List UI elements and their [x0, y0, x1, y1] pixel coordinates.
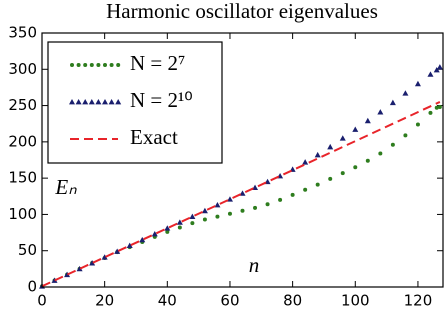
data-point — [88, 99, 95, 105]
data-point — [165, 229, 170, 234]
data-point — [415, 122, 420, 127]
x-tick-label: 100 — [341, 292, 370, 310]
y-tick-label: 350 — [8, 24, 37, 42]
data-point — [126, 242, 133, 249]
data-point — [164, 225, 171, 231]
data-point — [414, 80, 421, 87]
data-point — [202, 217, 207, 222]
series-line — [41, 101, 441, 288]
data-point — [314, 151, 321, 158]
data-point — [437, 105, 442, 110]
data-point — [328, 176, 333, 181]
data-point — [436, 64, 443, 70]
plot-frame — [41, 32, 444, 288]
data-point — [214, 201, 221, 208]
data-point — [201, 207, 208, 214]
y-tick-label: 50 — [18, 241, 37, 259]
data-point — [434, 105, 439, 110]
data-point — [327, 143, 334, 150]
data-point — [278, 197, 283, 202]
data-point — [189, 213, 196, 220]
x-tick-label: 60 — [220, 292, 239, 310]
data-point — [253, 205, 258, 210]
data-point — [76, 63, 81, 67]
x-tick-label: 20 — [95, 292, 114, 310]
data-point — [433, 67, 440, 73]
data-point — [139, 236, 146, 243]
data-point — [352, 126, 359, 132]
x-tick-label: 0 — [37, 292, 47, 310]
data-point — [239, 190, 246, 196]
data-point — [115, 99, 122, 105]
y-tick-label: 150 — [8, 169, 37, 187]
data-point — [114, 248, 121, 254]
data-point — [290, 192, 295, 197]
y-axis-label: Eₙ — [54, 175, 77, 199]
data-point — [177, 225, 182, 230]
y-tick-label: 300 — [8, 60, 37, 78]
data-point — [116, 63, 121, 67]
data-point — [226, 196, 233, 202]
chart-title: Harmonic oscillator eigenvalues — [106, 0, 378, 23]
data-point — [240, 208, 245, 213]
legend-label: Exact — [130, 125, 178, 149]
data-point — [76, 265, 83, 272]
data-point — [339, 135, 346, 141]
data-point — [378, 151, 383, 156]
data-point — [315, 182, 320, 187]
data-point — [365, 158, 370, 163]
data-point — [108, 99, 115, 105]
data-point — [377, 109, 384, 115]
x-axis-label: n — [249, 253, 260, 277]
data-point — [95, 99, 102, 105]
data-point — [101, 254, 108, 260]
data-point — [109, 63, 114, 67]
data-point — [89, 63, 94, 67]
data-point — [389, 99, 396, 106]
data-point — [75, 99, 82, 105]
data-point — [402, 90, 409, 96]
x-tick-label: 80 — [283, 292, 302, 310]
x-tick-label: 40 — [158, 292, 177, 310]
data-point — [427, 71, 434, 77]
data-point — [103, 63, 107, 67]
data-point — [353, 165, 358, 170]
data-point — [403, 133, 408, 138]
y-tick-label: 0 — [27, 278, 37, 296]
data-point — [190, 221, 195, 226]
data-point — [428, 110, 433, 115]
x-tick-label: 120 — [404, 292, 433, 310]
data-point — [96, 63, 101, 67]
data-point — [303, 187, 308, 192]
data-point — [64, 271, 71, 278]
data-point — [70, 63, 74, 67]
data-point — [364, 117, 371, 124]
data-point — [51, 277, 58, 283]
data-point — [227, 211, 232, 216]
data-point — [302, 159, 309, 165]
y-tick-label: 250 — [8, 96, 37, 114]
data-point — [390, 142, 395, 147]
data-point — [176, 219, 183, 225]
data-point — [265, 202, 270, 207]
legend-label: N = 2⁷ — [130, 51, 185, 75]
legend-label: N = 2¹⁰ — [130, 88, 193, 112]
data-point — [102, 99, 108, 105]
data-point — [340, 171, 345, 176]
data-point — [151, 231, 158, 237]
data-point — [215, 214, 220, 219]
y-tick-label: 100 — [8, 205, 37, 223]
data-point — [89, 260, 96, 266]
data-point — [69, 99, 75, 105]
data-point — [82, 99, 89, 105]
data-point — [83, 63, 88, 67]
y-tick-label: 200 — [8, 132, 37, 150]
